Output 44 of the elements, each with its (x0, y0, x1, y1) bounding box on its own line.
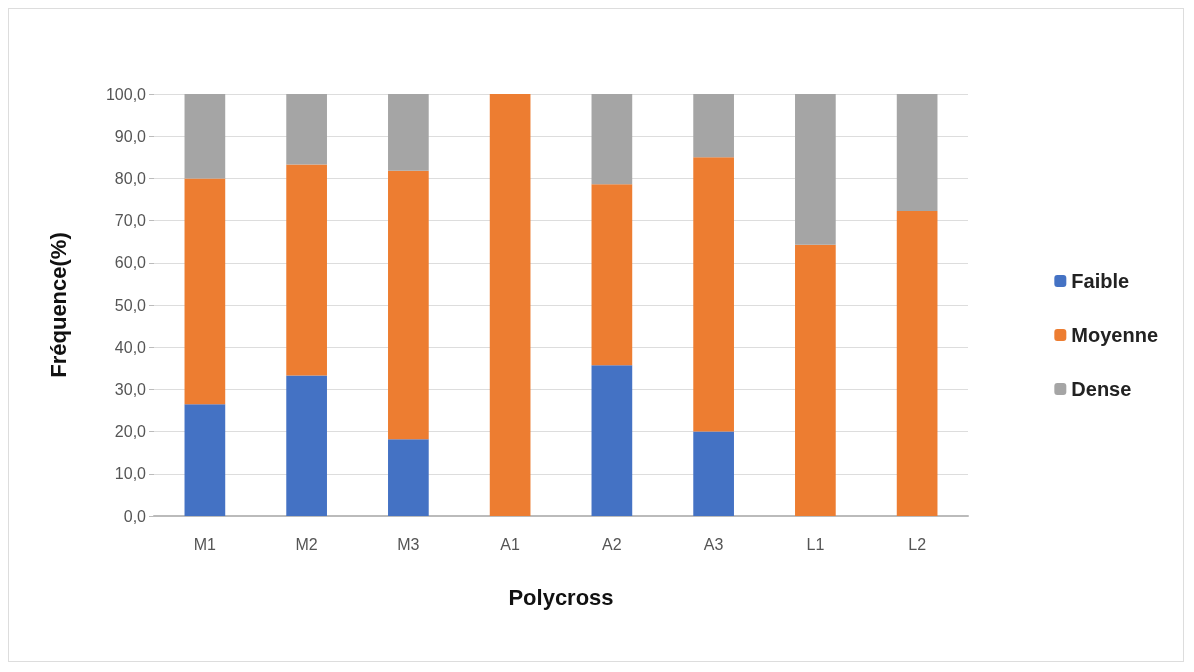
x-tick-label: L1 (806, 535, 825, 553)
y-tick-label: 60,0 (114, 254, 147, 272)
x-tick-label: A3 (703, 535, 724, 553)
y-tick-label: 20,0 (114, 423, 147, 441)
bar (693, 94, 734, 158)
y-tick-label: 90,0 (114, 127, 147, 145)
x-tick-label: A1 (500, 535, 521, 553)
y-tick-label: 30,0 (114, 380, 147, 398)
bar (184, 94, 226, 179)
bar (184, 404, 226, 516)
legend-label: Moyenne (1071, 324, 1159, 346)
bar (693, 157, 734, 432)
x-tick-label: M1 (193, 535, 217, 553)
x-tick-label: M2 (295, 535, 318, 553)
bar (388, 170, 429, 440)
y-tick-label: 10,0 (114, 465, 147, 483)
x-tick-label: L2 (908, 535, 927, 553)
legend-label: Faible (1071, 270, 1130, 292)
bar (795, 94, 836, 245)
y-tick-label: 0,0 (123, 507, 147, 525)
bar (388, 94, 429, 171)
bar (591, 365, 633, 516)
bar (896, 94, 938, 211)
bar (795, 244, 836, 516)
y-tick-label: 50,0 (114, 296, 147, 314)
bar (184, 178, 226, 405)
bar (591, 184, 633, 366)
legend-label: Dense (1071, 378, 1132, 400)
bar (896, 210, 938, 516)
bar (286, 375, 327, 516)
bar (286, 94, 327, 165)
y-axis-title: Fréquence(%) (45, 232, 71, 378)
bar (286, 164, 327, 376)
x-axis-title: Polycross (508, 584, 614, 610)
bar (388, 439, 429, 516)
bar (489, 94, 531, 516)
x-tick-label: M3 (397, 535, 420, 553)
bar (693, 431, 734, 516)
x-tick-label: A2 (602, 535, 622, 553)
y-tick-label: 40,0 (114, 338, 147, 356)
y-tick-label: 100,0 (105, 85, 147, 103)
y-tick-label: 80,0 (114, 169, 147, 187)
bar (591, 94, 633, 185)
y-tick-label: 70,0 (114, 212, 147, 230)
